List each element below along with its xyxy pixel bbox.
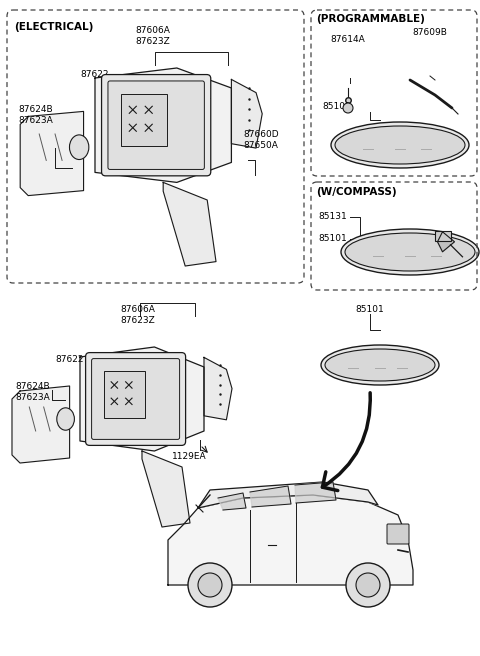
- Bar: [104, 371, 145, 418]
- Text: 85101: 85101: [322, 102, 351, 111]
- Polygon shape: [20, 112, 84, 195]
- Circle shape: [188, 563, 232, 607]
- Ellipse shape: [325, 349, 435, 381]
- Text: 87624B: 87624B: [15, 382, 49, 391]
- Ellipse shape: [57, 408, 74, 430]
- Circle shape: [356, 573, 380, 597]
- Polygon shape: [218, 493, 246, 510]
- Polygon shape: [163, 182, 216, 266]
- Ellipse shape: [331, 122, 469, 168]
- Text: 1129EA: 1129EA: [172, 452, 206, 461]
- Text: 87660D: 87660D: [243, 130, 278, 139]
- Polygon shape: [204, 358, 232, 420]
- Text: 87622: 87622: [80, 70, 108, 79]
- Polygon shape: [198, 482, 378, 508]
- Text: 85131: 85131: [318, 212, 347, 221]
- Text: 87609B: 87609B: [412, 28, 447, 37]
- Ellipse shape: [345, 233, 475, 271]
- Polygon shape: [80, 347, 204, 451]
- Circle shape: [198, 573, 222, 597]
- FancyBboxPatch shape: [102, 75, 211, 176]
- Polygon shape: [437, 232, 455, 252]
- Text: 85101: 85101: [318, 234, 347, 243]
- Ellipse shape: [343, 103, 353, 113]
- Text: 85101: 85101: [355, 305, 384, 314]
- Text: 87622: 87622: [55, 355, 84, 364]
- Polygon shape: [231, 79, 262, 148]
- Text: 87614A: 87614A: [330, 35, 365, 44]
- Text: (W/COMPASS): (W/COMPASS): [316, 187, 396, 197]
- Text: 87623Z: 87623Z: [120, 316, 155, 325]
- Text: 87624B: 87624B: [18, 105, 53, 114]
- Text: 87623A: 87623A: [15, 393, 50, 402]
- FancyBboxPatch shape: [108, 81, 204, 169]
- Ellipse shape: [70, 135, 89, 159]
- Text: 87650A: 87650A: [243, 141, 278, 150]
- Ellipse shape: [341, 229, 479, 275]
- Polygon shape: [168, 495, 413, 585]
- Polygon shape: [250, 486, 291, 507]
- Bar: [121, 94, 167, 146]
- FancyBboxPatch shape: [85, 353, 186, 445]
- Text: 87623A: 87623A: [18, 116, 53, 125]
- Ellipse shape: [335, 126, 465, 164]
- Text: 87606A: 87606A: [135, 26, 170, 35]
- FancyBboxPatch shape: [387, 524, 409, 544]
- Polygon shape: [12, 386, 70, 463]
- Polygon shape: [95, 68, 231, 182]
- FancyBboxPatch shape: [92, 359, 180, 440]
- Ellipse shape: [321, 345, 439, 385]
- Polygon shape: [142, 451, 190, 527]
- Text: 87623Z: 87623Z: [135, 37, 170, 46]
- Text: 87606A: 87606A: [120, 305, 155, 314]
- Text: (ELECTRICAL): (ELECTRICAL): [14, 22, 94, 32]
- FancyArrowPatch shape: [323, 393, 370, 491]
- Bar: [434, 231, 451, 241]
- Circle shape: [346, 563, 390, 607]
- Polygon shape: [295, 482, 336, 503]
- Text: (PROGRAMMABLE): (PROGRAMMABLE): [316, 14, 425, 24]
